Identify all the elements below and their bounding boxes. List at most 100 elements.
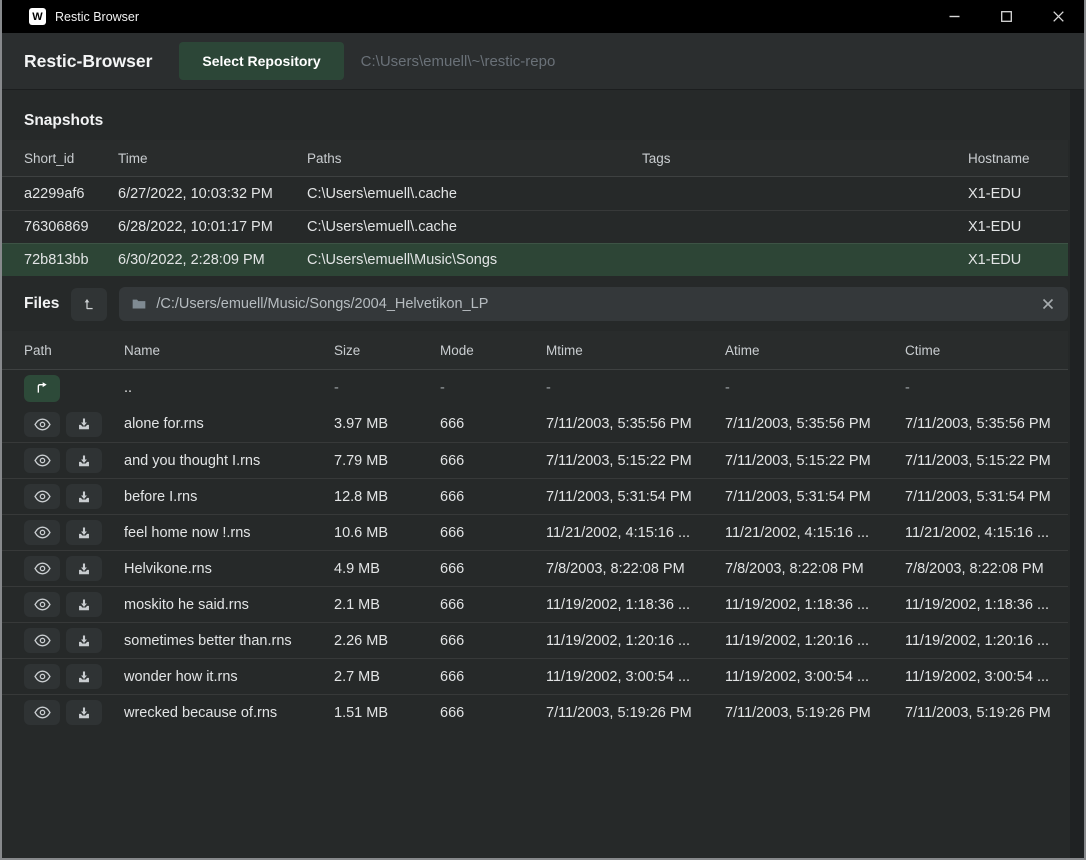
file-atime: 11/19/2002, 1:20:16 ... (725, 632, 870, 649)
file-path-input[interactable] (156, 296, 1031, 312)
file-ctime: 7/8/2003, 8:22:08 PM (905, 560, 1044, 577)
file-name: wonder how it.rns (124, 668, 238, 685)
navigate-parent-button[interactable] (24, 374, 60, 402)
close-icon (1052, 11, 1064, 22)
eye-icon (33, 562, 51, 575)
file-atime: 7/11/2003, 5:15:22 PM (725, 452, 871, 469)
app-title: Restic-Browser (24, 50, 153, 71)
parent-directory-row: .. - - - - - (2, 370, 1068, 406)
parent-size: - (334, 380, 339, 396)
file-mode: 666 (440, 632, 465, 649)
column-header-ctime: Ctime (905, 342, 941, 358)
file-mode: 666 (440, 704, 465, 721)
column-header-tags: Tags (642, 150, 671, 166)
file-atime: 11/21/2002, 4:15:16 ... (725, 524, 870, 541)
snapshot-time: 6/30/2022, 2:28:09 PM (118, 252, 265, 268)
minimize-button[interactable] (928, 0, 980, 33)
file-mode: 666 (440, 452, 465, 469)
file-name: sometimes better than.rns (124, 632, 292, 649)
file-row: Helvikone.rns 4.9 MB 666 7/8/2003, 8:22:… (2, 550, 1068, 586)
column-header-short-id: Short_id (24, 150, 75, 166)
snapshot-hostname: X1-EDU (968, 252, 1022, 268)
snapshot-hostname: X1-EDU (968, 185, 1022, 202)
parent-mtime: - (546, 380, 551, 396)
file-row: and you thought I.rns 7.79 MB 666 7/11/2… (2, 442, 1068, 478)
parent-ctime: - (905, 380, 910, 396)
preview-file-button[interactable] (24, 520, 60, 545)
download-file-button[interactable] (66, 448, 102, 473)
parent-directory-name: .. (124, 380, 133, 396)
preview-file-button[interactable] (24, 592, 60, 617)
go-up-directory-button[interactable] (71, 287, 108, 321)
window-title: Restic Browser (55, 9, 140, 24)
file-name: Helvikone.rns (124, 560, 212, 577)
repository-path: C:\Users\emuell\~\restic-repo (360, 52, 556, 70)
maximize-button[interactable] (980, 0, 1032, 33)
download-file-button[interactable] (66, 411, 102, 437)
file-ctime: 7/11/2003, 5:19:26 PM (905, 704, 1051, 721)
snapshot-row[interactable]: 72b813bb 6/30/2022, 2:28:09 PM C:\Users\… (2, 243, 1068, 276)
file-size: 1.51 MB (334, 704, 388, 721)
download-file-button[interactable] (66, 628, 102, 653)
up-level-icon (84, 298, 93, 309)
column-header-size: Size (334, 342, 361, 358)
preview-file-button[interactable] (24, 664, 60, 689)
file-mode: 666 (440, 596, 465, 613)
file-mode: 666 (440, 560, 465, 577)
column-header-name: Name (124, 342, 161, 358)
preview-file-button[interactable] (24, 556, 60, 581)
close-button[interactable] (1032, 0, 1084, 33)
column-header-mtime: Mtime (546, 342, 583, 358)
file-atime: 11/19/2002, 1:18:36 ... (725, 596, 870, 613)
file-mtime: 7/11/2003, 5:35:56 PM (546, 416, 692, 432)
download-file-button[interactable] (66, 520, 102, 545)
clear-path-icon (1042, 298, 1054, 310)
snapshot-row[interactable]: 76306869 6/28/2022, 10:01:17 PM C:\Users… (2, 210, 1068, 243)
download-file-button[interactable] (66, 592, 102, 617)
download-icon (79, 418, 89, 430)
file-mode: 666 (440, 524, 465, 541)
preview-file-button[interactable] (24, 448, 60, 473)
file-ctime: 11/19/2002, 3:00:54 ... (905, 668, 1050, 685)
file-name: feel home now !.rns (124, 524, 251, 541)
maximize-icon (1000, 11, 1012, 22)
download-file-button[interactable] (66, 664, 102, 689)
select-repository-button[interactable]: Select Repository (179, 42, 344, 80)
file-atime: 7/11/2003, 5:31:54 PM (725, 488, 871, 505)
file-mtime: 7/11/2003, 5:15:22 PM (546, 452, 692, 469)
wails-logo-icon: W (29, 8, 46, 25)
eye-icon (33, 526, 51, 539)
files-table-header: Path Name Size Mode Mtime Atime Ctime (2, 331, 1068, 370)
file-mtime: 7/8/2003, 8:22:08 PM (546, 560, 685, 577)
snapshot-row[interactable]: a2299af6 6/27/2022, 10:03:32 PM C:\Users… (2, 177, 1068, 210)
file-mode: 666 (440, 416, 465, 432)
snapshots-table: Short_id Time Paths Tags Hostname a2299a… (2, 140, 1068, 276)
preview-file-button[interactable] (24, 700, 60, 725)
main-content: Snapshots Short_id Time Paths Tags Hostn… (2, 90, 1084, 858)
eye-icon (33, 454, 51, 467)
file-path-field[interactable] (119, 287, 1068, 321)
file-atime: 7/11/2003, 5:19:26 PM (725, 704, 871, 721)
file-row: sometimes better than.rns 2.26 MB 666 11… (2, 622, 1068, 658)
snapshot-short-id: a2299af6 (24, 185, 85, 202)
file-ctime: 7/11/2003, 5:35:56 PM (905, 416, 1051, 432)
download-file-button[interactable] (66, 556, 102, 581)
parent-atime: - (725, 380, 730, 396)
snapshots-rows: a2299af6 6/27/2022, 10:03:32 PM C:\Users… (2, 177, 1068, 276)
download-icon (79, 562, 89, 574)
download-icon (79, 598, 89, 610)
download-file-button[interactable] (66, 700, 102, 725)
snapshot-time: 6/28/2022, 10:01:17 PM (118, 219, 273, 235)
download-file-button[interactable] (66, 484, 102, 509)
files-rows: alone for.rns 3.97 MB 666 7/11/2003, 5:3… (2, 406, 1068, 730)
preview-file-button[interactable] (24, 484, 60, 509)
file-mode: 666 (440, 488, 465, 505)
clear-path-button[interactable] (1040, 298, 1056, 310)
scrollbar-track[interactable] (1070, 90, 1084, 858)
file-row: alone for.rns 3.97 MB 666 7/11/2003, 5:3… (2, 406, 1068, 442)
preview-file-button[interactable] (24, 628, 60, 653)
file-row: wonder how it.rns 2.7 MB 666 11/19/2002,… (2, 658, 1068, 694)
download-icon (79, 670, 89, 682)
files-table: Path Name Size Mode Mtime Atime Ctime (2, 331, 1068, 730)
preview-file-button[interactable] (24, 411, 60, 437)
